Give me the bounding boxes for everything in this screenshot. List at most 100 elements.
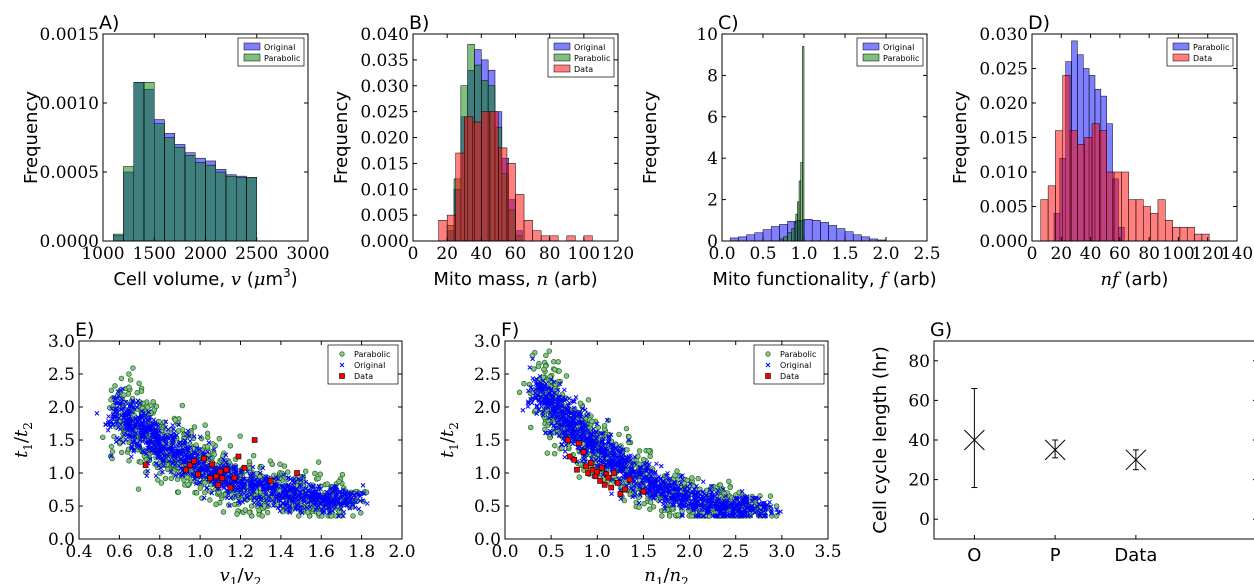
legend: Original Parabolic Data [547,37,615,78]
scatter-point-parabolic [336,478,342,485]
scatter-point-original [693,502,699,508]
y-tick-label: 1.0 [48,464,75,484]
scatter-point-parabolic [650,504,657,510]
scatter-point-original [134,422,139,427]
scatter-point-original [118,406,124,412]
scatter-point-original [187,452,193,458]
bar [246,177,257,242]
x-axis-label-part: Mito mass, [433,269,536,290]
y-tick-label: 0.0 [474,530,501,550]
scatter-point-original [175,443,180,449]
scatter-point-original [714,498,720,504]
bar [783,236,788,242]
scatter-point-original [94,411,100,416]
scatter-point-parabolic [773,503,780,509]
scatter-point-parabolic [563,373,570,379]
scatter-point-parabolic [358,510,364,516]
scatter-point-original [290,485,295,491]
scatter-point-original [547,410,553,416]
scatter-point-original [298,492,303,498]
scatter-point-parabolic [589,418,595,425]
scatter-point-parabolic [552,442,558,449]
scatter-point-parabolic [222,492,229,498]
scatter-point-original [133,416,139,422]
scatter-point-original [204,485,209,491]
scatter-point-parabolic [153,403,160,410]
scatter-point-original [628,471,634,476]
legend-marker [765,373,771,379]
x-tick-label: 1.0 [584,542,611,562]
scatter-point-original [529,386,535,392]
scatter-point-original [560,414,566,419]
bar [852,234,862,242]
scatter-point-original [338,489,344,495]
x-axis-label-text: Mito mass, n (arb) [433,269,597,290]
scatter-point-original [742,504,748,509]
scatter-point-original [706,507,711,512]
y-axis-label: Frequency [331,91,352,184]
scatter-point-original [171,430,177,436]
scatter-point-original [579,419,585,425]
scatter-point-original [525,399,531,405]
scatter-point-original [285,475,291,481]
scatter-point-original [743,508,748,513]
scatter-point-original [275,476,281,482]
scatter-point-original [175,458,181,464]
y-axis-label-part: t [11,450,32,458]
scatter-point-original [542,384,548,390]
scatter-point-original [688,498,694,504]
scatter-point-original [157,428,162,434]
bar [1186,226,1195,242]
scatter-point-original [632,483,637,489]
scatter-point-original [193,481,199,487]
y-tick-label: 0.005 [360,206,409,226]
scatter-point-original [144,420,149,426]
scatter-point-original [313,507,319,513]
scatter-point-original [168,445,174,450]
scatter-point-original [120,386,126,392]
x-tick-label: 120 [602,244,634,264]
scatter-point-parabolic [162,475,169,482]
scatter-point-original [585,444,591,450]
scatter-point-original [549,402,555,408]
scatter-point-data [219,475,226,482]
scatter-point-original [298,484,304,489]
y-tick-label: 0.015 [979,129,1028,149]
scatter-point-parabolic [672,472,678,478]
scatter-point-original [332,500,338,505]
scatter-point-original [586,411,591,417]
scatter-point-parabolic [544,450,550,456]
y-tick-label: 80 [908,352,930,372]
scatter-point-parabolic [767,493,774,499]
scatter-point-original [293,506,298,512]
scatter-point-original [185,428,191,434]
scatter-point-original [675,495,681,501]
scatter-point-original [223,452,229,458]
scatter-point-original [340,513,346,519]
scatter-point-original [700,479,706,485]
bar [803,219,813,242]
scatter-point-parabolic [526,381,533,388]
scatter-point-parabolic [543,352,549,359]
scatter-point-original [301,493,307,498]
scatter-point-parabolic [264,509,271,516]
scatter-point-original [549,421,554,427]
scatter-point-original [186,433,192,439]
scatter-point-original [240,499,246,505]
scatter-point-data [223,466,230,473]
scatter-point-parabolic [605,417,612,424]
scatter-point-original [665,470,670,476]
scatter-point-parabolic [695,475,701,482]
scatter-point-parabolic [204,430,211,437]
scatter-point-original [648,495,654,500]
scatter-point-data [267,478,274,484]
scatter-point-original [276,497,282,503]
y-axis-label-part: 1 [447,443,461,451]
scatter-point-original [606,436,612,442]
scatter-point-original [535,381,541,386]
scatter-point-original [270,497,275,503]
scatter-point-original [129,444,135,450]
legend: Parabolic Data [1166,37,1234,67]
scatter-point-original [653,492,658,498]
bar [236,177,247,242]
